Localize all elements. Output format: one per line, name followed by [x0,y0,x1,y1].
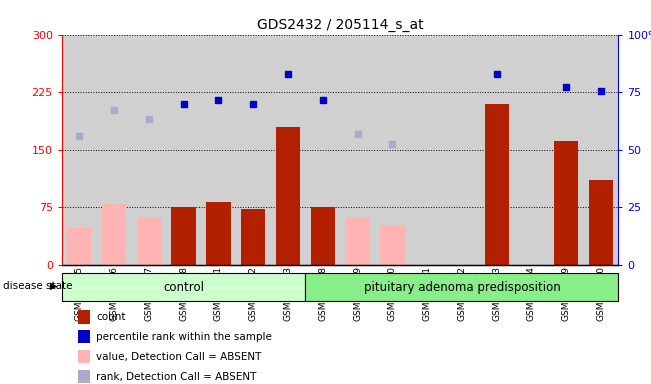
Bar [589,180,613,265]
Text: rank, Detection Call = ABSENT: rank, Detection Call = ABSENT [96,372,256,382]
Bar [171,207,196,265]
Bar [102,204,126,265]
Bar [311,207,335,265]
Title: GDS2432 / 205114_s_at: GDS2432 / 205114_s_at [257,18,423,32]
Bar [380,225,404,265]
Bar [62,273,305,301]
Bar [305,273,618,301]
Bar [206,202,230,265]
Bar [346,217,370,265]
Text: ▶: ▶ [49,281,57,291]
Bar [241,209,266,265]
Text: pituitary adenoma predisposition: pituitary adenoma predisposition [363,281,561,293]
Text: percentile rank within the sample: percentile rank within the sample [96,332,272,342]
Bar [484,104,509,265]
Bar [554,141,579,265]
Bar [137,217,161,265]
Text: disease state: disease state [3,281,73,291]
Text: count: count [96,312,126,322]
Bar [276,127,300,265]
Bar [67,228,91,265]
Text: value, Detection Call = ABSENT: value, Detection Call = ABSENT [96,352,262,362]
Text: control: control [163,281,204,293]
